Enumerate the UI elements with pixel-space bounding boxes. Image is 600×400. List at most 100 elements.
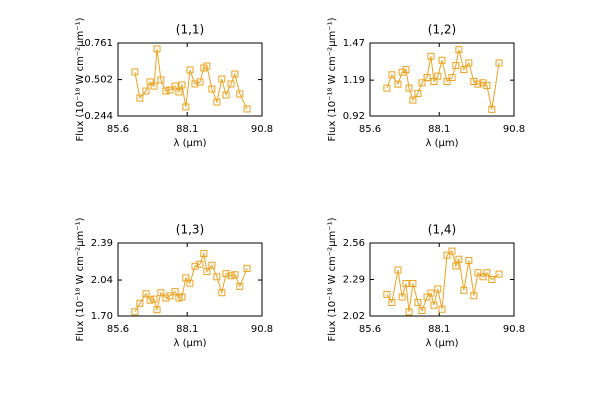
data-point xyxy=(438,305,446,313)
data-point xyxy=(196,78,204,86)
data-point xyxy=(146,296,154,304)
data-point xyxy=(430,301,438,309)
data-point xyxy=(153,306,161,314)
series-line xyxy=(386,250,500,313)
data-point xyxy=(136,299,144,307)
plot-frame xyxy=(369,242,515,317)
data-point xyxy=(227,272,235,280)
data-point xyxy=(200,250,208,258)
y-tick-label: 0.92 xyxy=(343,111,365,122)
data-point xyxy=(488,105,496,113)
data-point xyxy=(191,262,199,270)
y-tick-label: 0.502 xyxy=(84,75,113,86)
data-point xyxy=(157,76,165,84)
y-tick-label: 1.47 xyxy=(343,38,365,49)
y-tick-label: 0.761 xyxy=(84,38,113,49)
data-point xyxy=(227,80,235,88)
y-tick-label: 2.04 xyxy=(91,275,113,286)
x-tick-label: 88.1 xyxy=(176,124,198,135)
y-tick-label: 1.19 xyxy=(343,75,365,86)
data-point xyxy=(186,66,194,74)
subplot: (1,4) λ (μm) Flux (10⁻¹⁸ W cm⁻²μm⁻¹) 85.6 88… xyxy=(327,217,525,349)
data-point xyxy=(414,89,422,97)
subplot-title: (1,4) xyxy=(428,223,456,237)
subplot: (1,1) λ (μm) Flux (10⁻¹⁸ W cm⁻²μm⁻¹) 85.6 88… xyxy=(75,17,273,149)
data-point xyxy=(448,247,456,255)
data-point xyxy=(430,77,438,85)
y-axis-label: Flux (10⁻¹⁸ W cm⁻²μm⁻¹) xyxy=(327,17,338,141)
data-point xyxy=(191,80,199,88)
data-point xyxy=(236,282,244,290)
data-point xyxy=(203,268,211,276)
data-point xyxy=(388,71,396,79)
data-point xyxy=(218,75,226,83)
x-tick-label: 85.6 xyxy=(107,124,129,135)
plot-frame xyxy=(117,42,263,117)
data-point xyxy=(443,77,451,85)
data-point xyxy=(213,98,221,106)
data-point xyxy=(243,264,251,272)
data-point xyxy=(495,59,503,67)
y-tick-label: 1.70 xyxy=(91,311,113,322)
y-tick-label: 2.39 xyxy=(91,238,113,249)
data-point xyxy=(222,91,230,99)
x-tick-label: 85.6 xyxy=(359,124,381,135)
data-point xyxy=(434,285,442,293)
data-point xyxy=(474,80,482,88)
data-point xyxy=(131,308,139,316)
data-point xyxy=(208,261,216,269)
data-point xyxy=(182,274,190,282)
plot-frame xyxy=(369,42,515,117)
data-point xyxy=(414,298,422,306)
x-tick-label: 85.6 xyxy=(359,324,381,335)
data-point xyxy=(438,56,446,64)
data-point xyxy=(388,298,396,306)
data-point xyxy=(452,262,460,270)
data-point xyxy=(470,292,478,300)
y-tick-label: 0.244 xyxy=(84,111,113,122)
data-point xyxy=(460,286,468,294)
data-point xyxy=(243,105,251,113)
data-point xyxy=(162,87,170,95)
plot-frame xyxy=(117,242,263,317)
data-point xyxy=(166,292,174,300)
data-point xyxy=(231,271,239,279)
data-point xyxy=(142,290,150,298)
data-point xyxy=(218,289,226,297)
subplot: (1,3) λ (μm) Flux (10⁻¹⁸ W cm⁻²μm⁻¹) 85.6 88… xyxy=(75,217,273,349)
data-point xyxy=(153,45,161,53)
data-point xyxy=(443,251,451,259)
data-point xyxy=(150,295,158,303)
data-point xyxy=(208,85,216,93)
data-point xyxy=(418,79,426,87)
data-point xyxy=(236,90,244,98)
data-point xyxy=(402,280,410,288)
x-axis-label: λ (μm) xyxy=(425,138,458,149)
data-point xyxy=(427,289,435,297)
subplot: (1,2) λ (μm) Flux (10⁻¹⁸ W cm⁻²μm⁻¹) 85.6 88… xyxy=(327,17,525,149)
data-point xyxy=(495,270,503,278)
data-point xyxy=(405,308,413,316)
data-point xyxy=(157,289,165,297)
data-point xyxy=(448,74,456,82)
data-point xyxy=(186,279,194,287)
data-point xyxy=(409,96,417,104)
data-point xyxy=(150,82,158,90)
x-axis-label: λ (μm) xyxy=(173,338,206,349)
data-point xyxy=(166,86,174,94)
data-point xyxy=(182,103,190,111)
x-axis-label: λ (μm) xyxy=(425,338,458,349)
data-point xyxy=(455,255,463,263)
x-tick-label: 88.1 xyxy=(428,124,450,135)
data-point xyxy=(402,66,410,74)
data-point xyxy=(383,290,391,298)
data-point xyxy=(409,280,417,288)
data-point xyxy=(222,270,230,278)
x-axis-label: λ (μm) xyxy=(173,138,206,149)
data-point xyxy=(394,80,402,88)
data-point xyxy=(474,269,482,277)
y-axis-label: Flux (10⁻¹⁸ W cm⁻²μm⁻¹) xyxy=(75,217,86,341)
subplot-title: (1,2) xyxy=(428,23,456,37)
x-tick-label: 90.8 xyxy=(251,324,273,335)
